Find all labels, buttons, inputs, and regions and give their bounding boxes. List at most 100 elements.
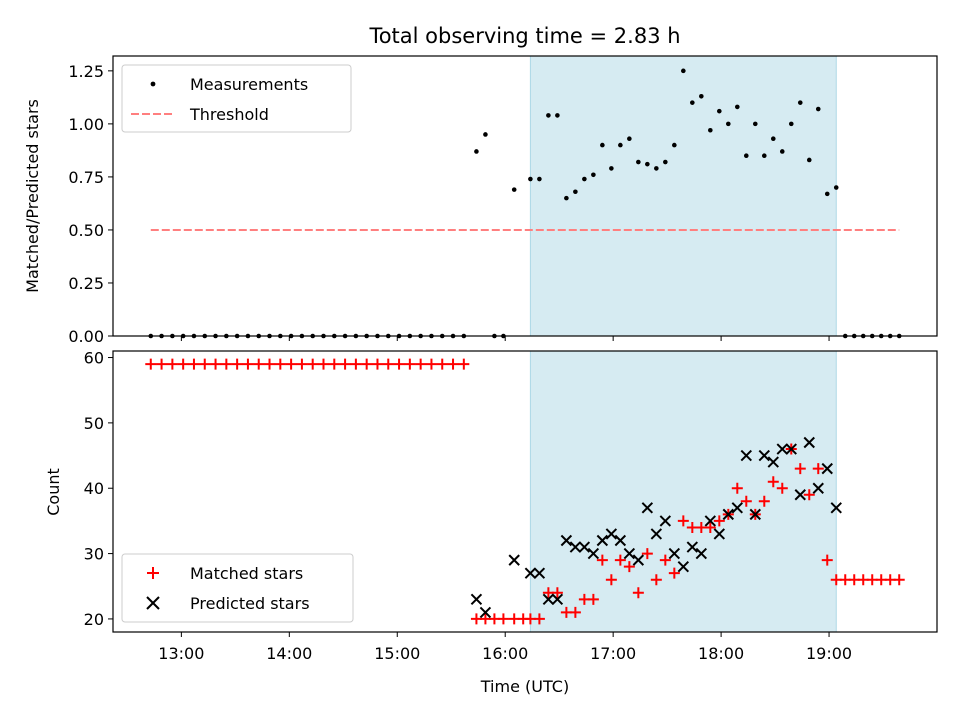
matched-stars-point [569,606,581,618]
predicted-stars-point [479,606,492,619]
predicted-stars-point [722,508,735,521]
matched-stars-point [587,593,599,605]
measurements-point [824,191,830,197]
measurements-point [699,94,704,99]
measurements-point [600,142,605,148]
predicted-stars-point [749,508,761,521]
predicted-stars-point [641,502,654,514]
matched-stars-point [285,358,297,370]
matched-stars-point [425,358,437,370]
measurements-point [681,68,686,74]
bottom-legend-box [121,553,354,623]
predicted-stars-point [785,443,797,455]
x-tick-label: 19:00 [806,644,852,663]
matched-stars-point [551,587,563,599]
top-y-tick-label: 0.00 [68,327,104,346]
matched-stars-point [632,587,644,599]
top-legend: Measurements Threshold [121,64,352,133]
x-tick-label: 13:00 [158,644,204,663]
measurements-point [654,166,659,171]
measurements-point [609,166,614,171]
matched-stars-point [668,567,680,579]
matched-stars-point [497,613,509,625]
predicted-stars-point [704,515,717,527]
legend-label-threshold: Threshold [189,105,269,124]
predicted-stars-point [812,482,824,494]
bottom-y-tick-label: 50 [84,414,104,433]
matched-stars-point [199,358,211,370]
matched-stars-point [650,574,662,586]
matched-stars-point [893,574,905,586]
predicted-stars-point [713,528,726,540]
matched-stars-point [307,358,319,370]
predicted-stars-point [614,534,627,547]
top-y-tick-label: 1.25 [68,62,104,81]
x-tick-label: 16:00 [482,644,528,663]
top-y-tick-label: 0.75 [68,168,104,187]
measurements-point [555,113,560,118]
bottom-legend: Matched stars Predicted stars [121,553,354,623]
matched-stars-point [274,358,286,370]
measurements-point [645,161,650,167]
matched-stars-point [704,521,716,533]
matched-stars-point [361,358,373,370]
bottom-y-tick-label: 40 [84,479,104,498]
matched-stars-point [166,358,178,370]
predicted-stars-point [794,489,806,501]
legend-label-measurements: Measurements [190,75,308,94]
predicted-stars-point [524,567,537,579]
matched-stars-point [605,574,617,586]
measurements-point [528,176,533,182]
predicted-stars-point [695,547,708,560]
top-y-axis-label: Matched/Predicted stars [23,99,42,293]
matched-stars-point [614,554,626,566]
matched-stars-point [677,515,689,527]
predicted-stars-point [650,528,663,540]
legend-marker-predicted-stars [146,596,160,610]
predicted-stars-point [560,534,573,547]
matched-stars-point [177,358,189,370]
predicted-stars-point [731,502,744,514]
predicted-stars-point [758,449,770,462]
matched-stars-point [382,358,394,370]
bottom-y-tick-label: 30 [84,545,104,564]
measurements-point [483,132,488,137]
matched-stars-point [371,358,383,370]
matched-stars-point [767,476,779,488]
predicted-stars-point [533,567,546,579]
x-tick-label: 18:00 [698,644,744,663]
measurements-point [672,142,677,148]
bottom-y-tick-label: 60 [84,349,104,368]
legend-marker-measurements [150,81,156,87]
predicted-stars-point [740,449,753,462]
x-tick-label: 14:00 [266,644,312,663]
predicted-stars-point [803,436,815,449]
legend-label-matched-stars: Matched stars [190,564,303,583]
matched-stars-point [317,358,329,370]
matched-stars-point [794,463,806,475]
matched-stars-point [533,613,545,625]
predicted-stars-point [668,547,681,560]
bottom-y-tick-label: 20 [84,610,104,629]
predicted-stars-point [508,554,520,566]
matched-stars-point [623,561,635,573]
legend-marker-matched-stars [147,567,159,579]
matched-stars-point [231,358,243,370]
predicted-stars-point [569,541,582,553]
measurements-point [797,100,803,105]
measurements-point [537,176,542,182]
measurements-point [806,157,812,163]
matched-stars-point [350,358,362,370]
predicted-stars-point [677,560,690,573]
predicted-stars-point [587,547,600,560]
predicted-stars-point [776,443,788,455]
measurements-point [833,185,839,190]
predicted-stars-point [767,456,779,468]
measurements-point [511,187,517,192]
chart-title: Total observing time = 2.83 h [368,24,680,48]
matched-stars-point [659,554,671,566]
measurements-point [734,104,740,110]
top-shaded-interval [529,55,837,337]
bottom-panel: 20 30 40 50 60 13:00 14:00 15:00 16:00 17:00 18:0… [44,349,938,696]
